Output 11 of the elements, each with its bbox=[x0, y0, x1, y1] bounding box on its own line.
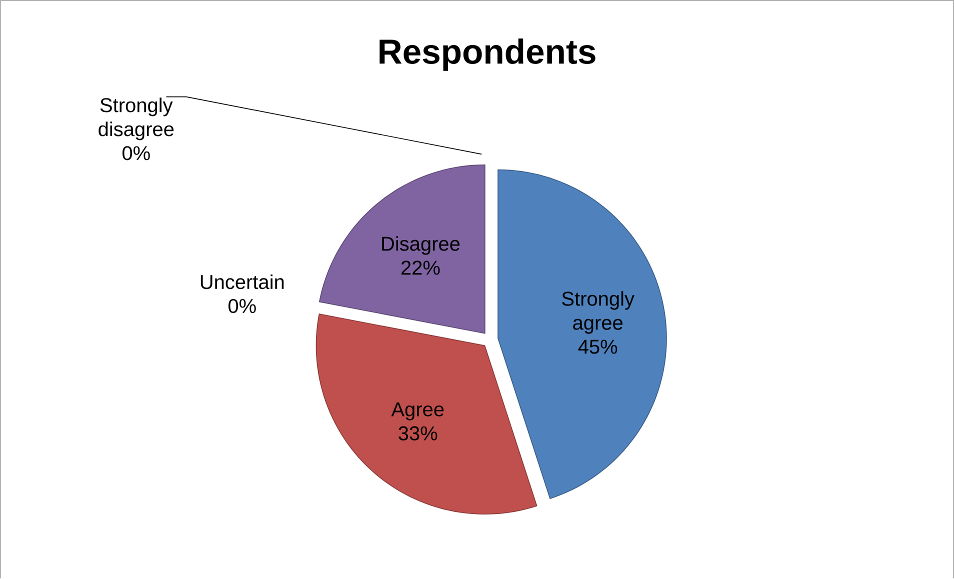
chart-title: Respondents bbox=[380, 38, 596, 71]
slice-label: Strongly agree bbox=[562, 291, 634, 334]
data-label: 45% bbox=[578, 340, 618, 354]
data-label: 33% bbox=[398, 426, 438, 440]
slice-label: Disagree bbox=[382, 236, 460, 255]
text: 0% bbox=[228, 299, 256, 314]
slice-label: Agree bbox=[391, 402, 444, 420]
text: 0% bbox=[122, 146, 150, 160]
category-label: Strongly disagree bbox=[98, 98, 174, 140]
data-label: 22% bbox=[401, 260, 440, 275]
category-label: Uncertain bbox=[200, 274, 284, 290]
